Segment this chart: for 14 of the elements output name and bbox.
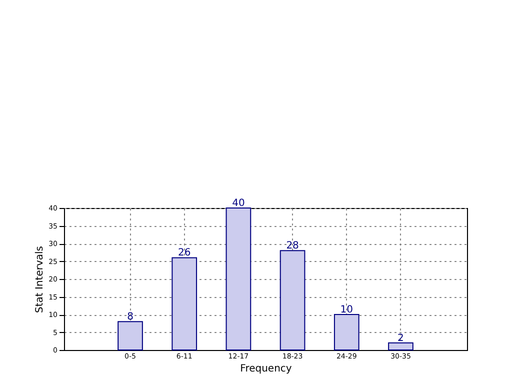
- bar: [388, 342, 414, 350]
- x-axis-title: Frequency: [240, 364, 292, 374]
- bar: [172, 257, 198, 350]
- bar: [280, 250, 306, 350]
- data-label: 26: [178, 248, 191, 259]
- bar: [226, 208, 252, 350]
- data-label: 8: [127, 312, 134, 323]
- data-label: 2: [398, 332, 404, 344]
- y-axis-title: Stat Intervals: [34, 246, 46, 314]
- data-label: 40: [232, 198, 245, 209]
- data-label: 28: [286, 240, 299, 252]
- bar: [118, 321, 143, 350]
- bar: [334, 314, 360, 350]
- data-label: 10: [340, 304, 354, 316]
